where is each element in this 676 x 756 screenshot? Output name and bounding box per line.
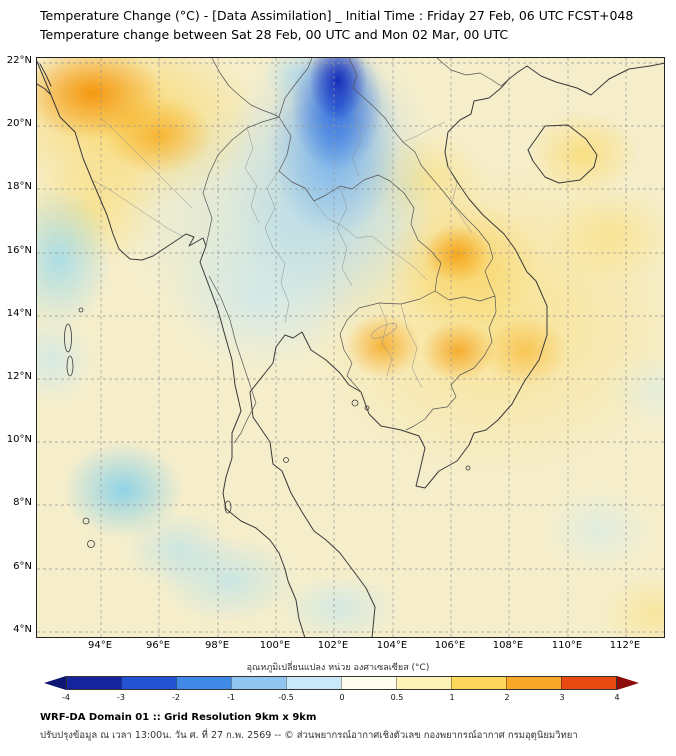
lat-axis-label: 10°N (6, 434, 32, 445)
colorbar-under-arrow (44, 676, 66, 690)
map-canvas (36, 57, 665, 638)
temperature-heatmap-layer (37, 58, 664, 637)
colorbar-tick: -4 (62, 693, 70, 702)
footer-thai-caption: ปรับปรุงข้อมูล ณ เวลา 13:00น. วัน ศ. ที่… (40, 730, 578, 741)
lat-axis-label: 22°N (6, 55, 32, 66)
colorbar-segment (396, 677, 451, 689)
country-border-paths (202, 58, 510, 444)
island-outlines (64, 307, 471, 548)
colorbar-segment (231, 677, 286, 689)
lat-axis-label: 12°N (6, 371, 32, 382)
lon-axis-label: 94°E (87, 640, 113, 651)
lon-axis-label: 102°E (317, 640, 349, 651)
colorbar-segment (176, 677, 231, 689)
colorbar-scale (66, 676, 617, 690)
lon-axis-label: 112°E (609, 640, 641, 651)
page-title: Temperature Change (°C) - [Data Assimila… (40, 8, 634, 23)
colorbar-tick: -0.5 (278, 693, 294, 702)
lat-axis-label: 8°N (13, 497, 32, 508)
lon-axis-label: 104°E (376, 640, 408, 651)
colorbar-segment (506, 677, 561, 689)
province-boundary-paths (91, 97, 473, 389)
colorbar (44, 676, 639, 690)
colorbar-tick: 4 (614, 693, 620, 702)
colorbar-tick: 1 (449, 693, 455, 702)
colorbar-segment (67, 677, 121, 689)
footer-grid-info: WRF-DA Domain 01 :: Grid Resolution 9km … (40, 712, 317, 723)
lon-axis-label: 106°E (434, 640, 466, 651)
map-overlay (37, 58, 664, 637)
lon-axis-label: 108°E (492, 640, 524, 651)
lon-axis-label: 100°E (259, 640, 291, 651)
colorbar-tick: 0 (339, 693, 345, 702)
colorbar-segment (121, 677, 176, 689)
colorbar-tick: -1 (227, 693, 235, 702)
colorbar-segment (341, 677, 396, 689)
lat-axis-label: 20°N (6, 118, 32, 129)
lat-axis-label: 4°N (13, 624, 32, 635)
colorbar-segment (451, 677, 506, 689)
page-subtitle: Temperature change between Sat 28 Feb, 0… (40, 27, 509, 42)
lat-axis-label: 14°N (6, 308, 32, 319)
colorbar-tick: -2 (172, 693, 180, 702)
graticule-grid (37, 58, 664, 637)
colorbar-title: อุณหภูมิเปลี่ยนแปลง หน่วย องศาเซลเซียส (… (246, 663, 430, 673)
lat-axis-label: 6°N (13, 561, 32, 572)
lon-axis-label: 110°E (551, 640, 583, 651)
colorbar-tick: 3 (559, 693, 565, 702)
lat-axis-label: 16°N (6, 245, 32, 256)
colorbar-tick: 0.5 (390, 693, 404, 702)
colorbar-over-arrow (617, 676, 639, 690)
colorbar-tick: 2 (504, 693, 510, 702)
lon-axis-label: 96°E (145, 640, 171, 651)
colorbar-segment (561, 677, 616, 689)
coastline-paths (37, 60, 664, 637)
lon-axis-label: 98°E (204, 640, 230, 651)
lat-axis-label: 18°N (6, 181, 32, 192)
colorbar-tick: -3 (117, 693, 125, 702)
colorbar-segment (286, 677, 341, 689)
